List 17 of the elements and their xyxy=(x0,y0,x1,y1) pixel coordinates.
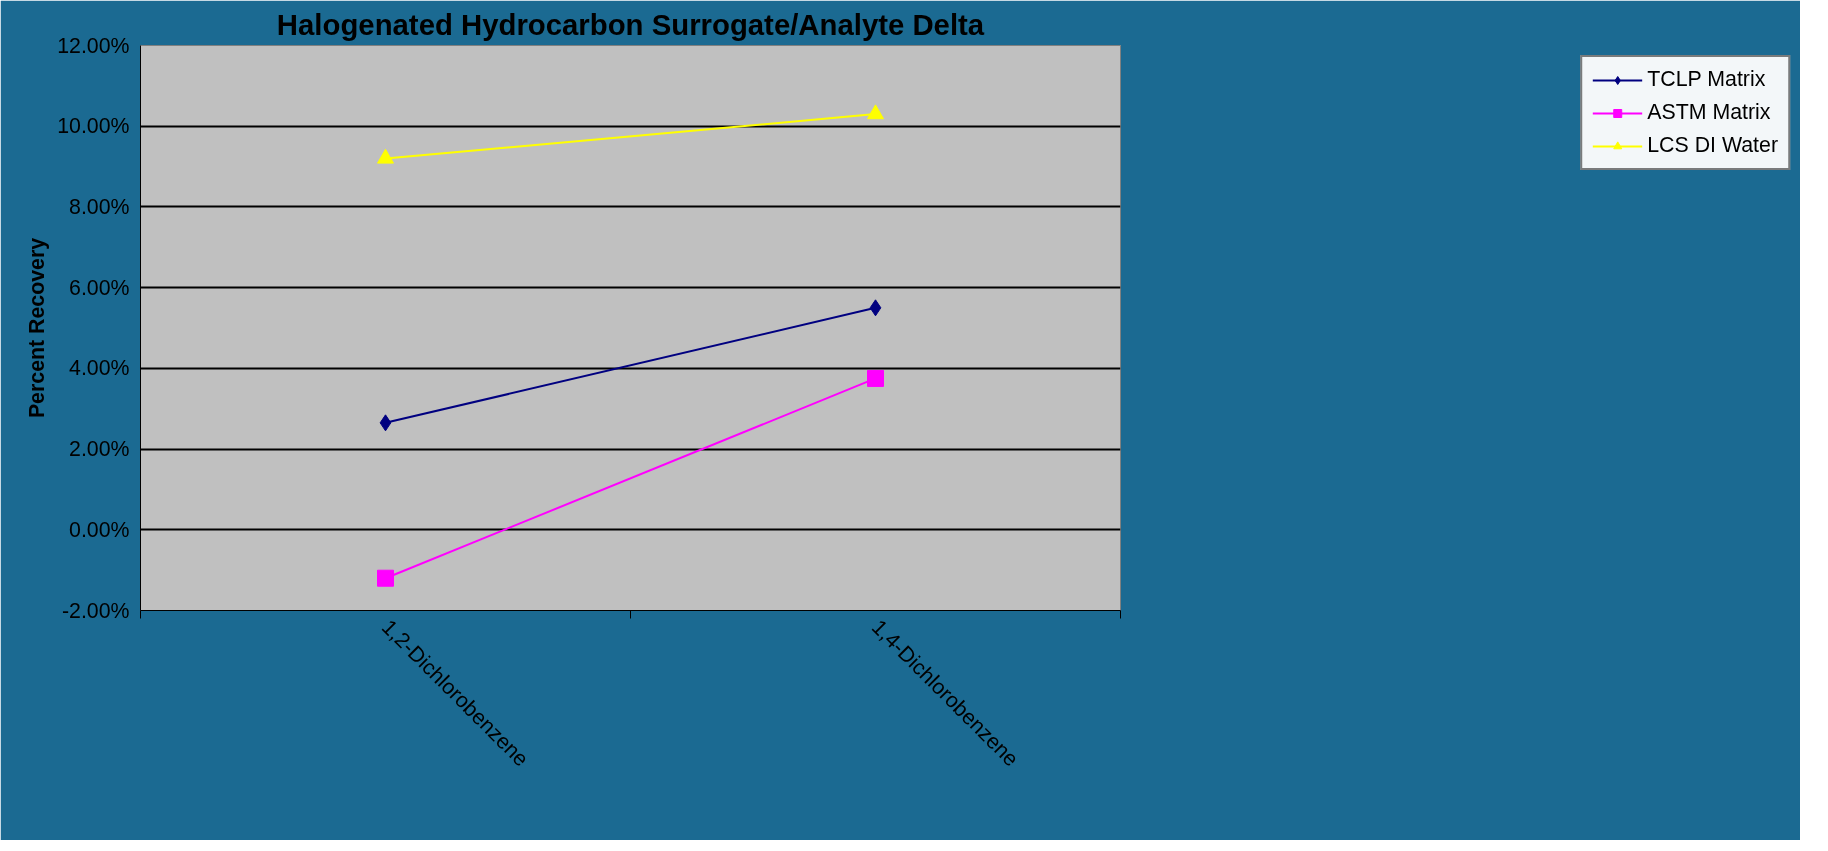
y-axis-title: Percent Recovery xyxy=(25,237,50,419)
point xyxy=(867,369,884,387)
y-tick-label: 12.00% xyxy=(57,33,130,58)
legend-label: TCLP Matrix xyxy=(1647,67,1766,92)
y-tick-label: 8.00% xyxy=(69,194,130,219)
y-tick-label: 0.00% xyxy=(69,517,130,542)
y-tick-label: -2.00% xyxy=(61,598,130,623)
legend-label: LCS DI Water xyxy=(1647,133,1778,158)
legend-label: ASTM Matrix xyxy=(1647,100,1771,125)
chart-title: Halogenated Hydrocarbon Surrogate/Analyte Delta xyxy=(276,7,985,41)
y-tick-label: 4.00% xyxy=(69,356,130,381)
point xyxy=(377,569,394,587)
y-tick-label: 10.00% xyxy=(57,114,130,139)
y-tick-label: 6.00% xyxy=(69,275,130,300)
point xyxy=(379,414,392,432)
point xyxy=(869,299,882,317)
y-tick-label: 2.00% xyxy=(69,437,130,462)
